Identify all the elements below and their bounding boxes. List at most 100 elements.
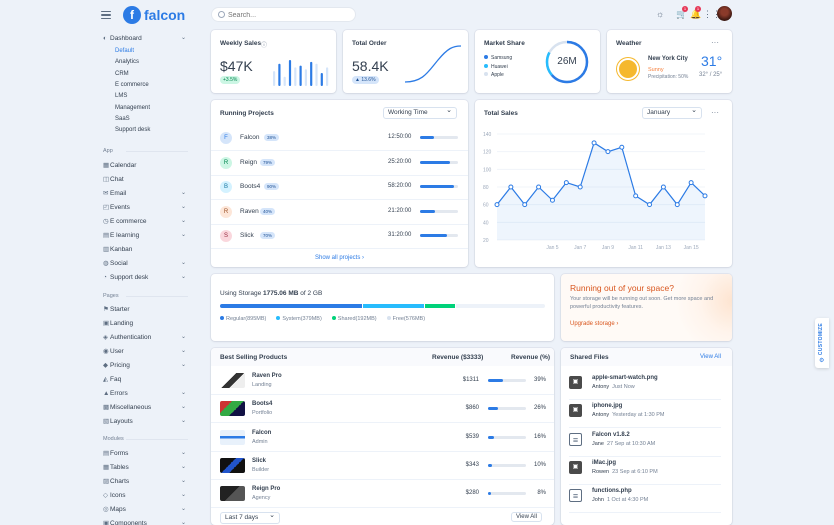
table-row[interactable]: Boots4 Portfolio $860 26% [211, 395, 554, 424]
sidebar-item-user[interactable]: ◉User ⌄ [103, 347, 186, 356]
sales-point[interactable] [619, 144, 625, 150]
project-row[interactable]: R Raven 40% 21:20:00 [211, 200, 468, 225]
sidebar-item-errors[interactable]: ▲Errors ⌄ [103, 389, 186, 398]
sidebar-item-e-learning[interactable]: ▤E learning ⌄ [103, 231, 186, 240]
product-name[interactable]: Slick [252, 457, 267, 464]
search-box[interactable] [211, 7, 356, 22]
working-time-select[interactable]: Working Time [383, 106, 457, 119]
month-select[interactable]: January [642, 106, 702, 119]
revenue-column-header[interactable]: Revenue ($3333) [432, 354, 484, 361]
file-name[interactable]: iphone.jpg [592, 403, 623, 410]
sidebar-item-miscellaneous[interactable]: ▩Miscellaneous ⌄ [103, 403, 186, 412]
list-item[interactable]: ▣ apple-smart-watch.png Antony Just Now [569, 372, 721, 400]
sales-point[interactable] [536, 184, 542, 190]
apps-grid-icon[interactable]: ⋮⋮⋮ [703, 9, 730, 20]
sales-point[interactable] [660, 184, 666, 190]
sidebar-subitem-lms[interactable]: LMS [115, 93, 128, 100]
x-tick-label: Jan 5 [546, 245, 558, 251]
file-name[interactable]: functions.php [592, 488, 632, 495]
theme-toggle-icon[interactable]: ☼ [656, 9, 665, 19]
sidebar-item-icons[interactable]: ◇ Icons ⌄ [103, 491, 186, 500]
sidebar-item-chat[interactable]: ◫Chat [103, 175, 124, 184]
project-row[interactable]: R Reign 79% 25:20:00 [211, 151, 468, 176]
show-all-projects-link[interactable]: Show all projects › [314, 255, 365, 261]
sidebar-item-faq[interactable]: ◭ Faq [103, 375, 121, 384]
sales-point[interactable] [605, 149, 611, 155]
project-row[interactable]: S Slick 70% 31:20:00 [211, 224, 468, 250]
table-row[interactable]: Slick Builder $343 10% [211, 452, 554, 480]
project-row[interactable]: B Boots4 90% 58:20:00 [211, 175, 468, 201]
info-icon[interactable]: ⓘ [261, 43, 268, 49]
file-name[interactable]: Falcon v1.8.2 [592, 431, 630, 438]
sidebar-item-charts[interactable]: ▨Charts ⌄ [103, 477, 186, 486]
sidebar-item-social[interactable]: ◍Social ⌄ [103, 259, 186, 268]
sidebar-subitem-crm[interactable]: CRM [115, 70, 129, 77]
sales-point[interactable] [688, 180, 694, 186]
sales-point[interactable] [591, 140, 597, 146]
sales-point[interactable] [522, 202, 528, 208]
list-item[interactable]: ▣ iMac.jpg Rowen 23 Sep at 6:10 PM [569, 457, 721, 485]
view-all-products-button[interactable]: View All [511, 512, 542, 522]
sidebar-item-support-desk[interactable]: ◔ Support desk ⌄ [103, 273, 186, 282]
product-name[interactable]: Falcon [252, 429, 272, 436]
table-row[interactable]: Reign Pro Agency $280 8% [211, 480, 554, 509]
sidebar-item-tables[interactable]: ▦Tables ⌄ [103, 463, 186, 472]
avatar[interactable] [717, 6, 732, 21]
view-all-files-link[interactable]: View All [700, 354, 721, 360]
sidebar-subitem-analytics[interactable]: Analytics [115, 59, 140, 66]
sidebar-item-calendar[interactable]: ▦Calendar [103, 161, 136, 170]
sales-point[interactable] [633, 193, 639, 199]
sidebar-item-events[interactable]: ◰Events ⌄ [103, 203, 186, 212]
sidebar-subitem-management[interactable]: Management [115, 104, 151, 111]
cart-icon[interactable]: 🛒 1 [676, 6, 688, 19]
more-options-icon[interactable]: ··· [711, 38, 719, 47]
file-name[interactable]: iMac.jpg [592, 459, 617, 466]
weekly-sales-bar [273, 71, 276, 86]
file-name[interactable]: apple-smart-watch.png [592, 375, 658, 381]
product-name[interactable]: Raven Pro [252, 373, 282, 379]
brand-name[interactable]: falcon [144, 7, 186, 23]
menu-toggle-icon[interactable] [101, 11, 111, 20]
sidebar-item-dashboard[interactable]: ◐ Dashboard ⌄ [103, 34, 186, 43]
storage-card: Using Storage 1775.06 MB of 2 GB Regular… [211, 274, 554, 341]
sidebar-item-kanban[interactable]: ▥Kanban [103, 245, 132, 254]
sales-point[interactable] [577, 184, 583, 190]
sidebar-item-components[interactable]: ▣Components ⌄ [103, 519, 186, 525]
sidebar-item-authentication[interactable]: ◈ Authentication ⌄ [103, 333, 186, 342]
sidebar-subitem-saas[interactable]: SaaS [115, 115, 130, 122]
bell-icon[interactable]: 🔔 1 [690, 6, 702, 19]
table-row[interactable]: Raven Pro Landing $1311 39% [211, 367, 554, 395]
table-row[interactable]: Falcon Admin $539 16% [211, 424, 554, 452]
sales-point[interactable] [549, 197, 555, 203]
sidebar-subitem-default[interactable]: Default [115, 48, 135, 54]
sidebar-subitem-support-desk[interactable]: Support desk [115, 127, 151, 134]
list-item[interactable]: ▣ iphone.jpg Antony Yesterday at 1:30 PM [569, 400, 721, 429]
sales-point[interactable] [702, 193, 708, 199]
sidebar-item-email[interactable]: ✉ Email ⌄ [103, 189, 186, 198]
more-options-icon[interactable]: ··· [711, 108, 719, 117]
search-input[interactable] [228, 9, 348, 21]
sidebar-subitem-e-commerce[interactable]: E commerce [115, 81, 149, 88]
sales-point[interactable] [563, 180, 569, 186]
sidebar-item-e-commerce[interactable]: ◷E commerce ⌄ [103, 217, 186, 226]
sidebar-item-landing[interactable]: ▣Landing [103, 319, 133, 328]
product-name[interactable]: Boots4 [252, 401, 273, 408]
sidebar-item-forms[interactable]: ▤Forms ⌄ [103, 449, 186, 458]
upgrade-storage-link[interactable]: Upgrade storage › [570, 321, 619, 327]
period-select[interactable]: Last 7 days [220, 511, 280, 524]
list-item[interactable]: ≡ functions.php John 1 Oct at 4:30 PM [569, 485, 721, 514]
sidebar-item-layouts[interactable]: ▧Layouts ⌄ [103, 417, 186, 426]
list-item[interactable]: ≡ Falcon v1.8.2 Jane 27 Sep at 10:30 AM [569, 429, 721, 457]
sales-point[interactable] [494, 202, 500, 208]
sales-point[interactable] [647, 202, 653, 208]
product-name[interactable]: Reign Pro [252, 486, 281, 493]
sales-point[interactable] [508, 184, 514, 190]
customize-tab[interactable]: CUSTOMIZE ⚙ [815, 318, 829, 368]
sales-point[interactable] [674, 202, 680, 208]
sidebar-item-pricing[interactable]: ◆ Pricing ⌄ [103, 361, 186, 370]
project-row[interactable]: F Falcon 38% 12:50:00 [211, 126, 468, 151]
sidebar-item-starter[interactable]: ⚑Starter [103, 305, 130, 314]
sidebar-item-maps[interactable]: ◎Maps ⌄ [103, 505, 186, 514]
storage-progress-bar [220, 304, 545, 308]
revenue-pct-column-header[interactable]: Revenue (%) [511, 354, 551, 361]
